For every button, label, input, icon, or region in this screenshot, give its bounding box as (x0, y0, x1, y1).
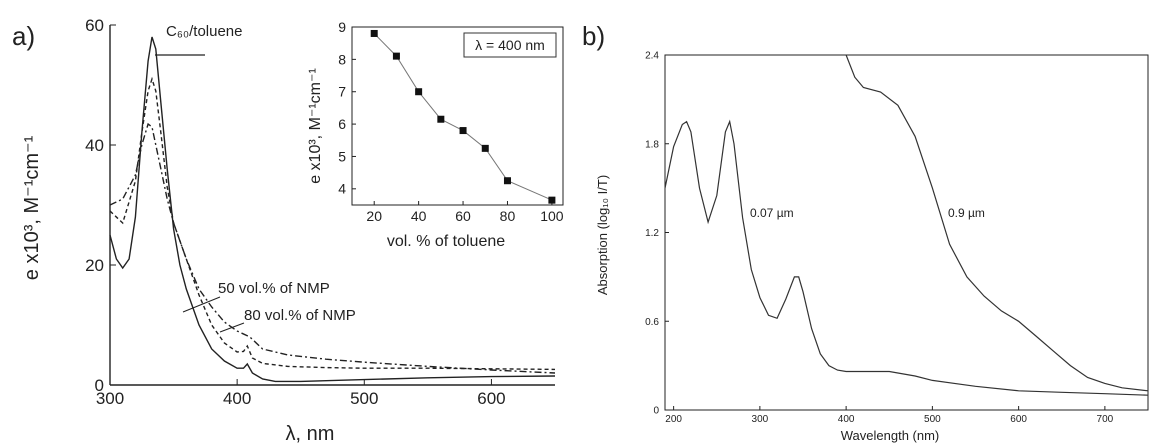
chart-b-series-line-1 (845, 54, 1149, 392)
chart-b-ylabel: Absorption (log₁₀ I/T) (595, 175, 610, 295)
chart-b-xtick-label: 600 (1010, 414, 1027, 425)
chart-b-xtick-label: 700 (1097, 414, 1114, 425)
chart-a: 300 400 500 600 0 20 40 60 (85, 16, 556, 408)
chart-a-inset-xtick-label: 20 (366, 208, 382, 224)
chart-a-inset-point (437, 115, 445, 123)
chart-b-ytick-label: 0 (653, 406, 659, 417)
chart-b-annotation-007: 0.07 µm (750, 206, 794, 220)
chart-a-series-line-2 (109, 122, 556, 374)
chart-b-ytick-label: 1.8 (645, 139, 659, 150)
chart-a-inset-xlabel: vol. % of toluene (387, 233, 505, 250)
chart-a-ytick-label: 20 (85, 256, 104, 275)
chart-a-xtick-label: 300 (96, 389, 124, 408)
chart-b-ytick-label: 1.2 (645, 228, 659, 239)
panel-a-label: a) (12, 21, 35, 51)
chart-a-inset-point (548, 196, 556, 204)
chart-a-inset-point (415, 88, 423, 96)
chart-b-xtick-label: 300 (752, 414, 769, 425)
chart-a-leader-80nmp (219, 322, 245, 333)
chart-a-inset-ytick-label: 7 (338, 84, 346, 100)
chart-a-ylabel: e x10³, M⁻¹cm⁻¹ (21, 135, 43, 280)
chart-a-xtick-label: 500 (350, 389, 378, 408)
chart-b-annotation-09: 0.9 µm (948, 206, 985, 220)
chart-a-inset-point (481, 144, 489, 152)
chart-a-annotation-c60: C₆₀/toluene (166, 23, 243, 40)
chart-a-inset-ytick-label: 5 (338, 148, 346, 164)
chart-b-frame (664, 54, 1149, 411)
chart-a-series-line-1 (109, 76, 556, 371)
chart-a-inset-ytick-label: 6 (338, 116, 346, 132)
chart-a-inset-ylabel: e x10³, M⁻¹cm⁻¹ (307, 68, 324, 184)
chart-a-inset-point (503, 177, 511, 185)
chart-a-inset-ytick-label: 9 (338, 19, 346, 35)
chart-a-xtick-label: 400 (223, 389, 251, 408)
chart-a-inset-legend-box (463, 32, 557, 58)
chart-a-inset-frame (351, 26, 564, 206)
chart-a-inset-point (370, 29, 378, 37)
chart-a-xlabel: λ, nm (286, 423, 335, 445)
chart-b-xtick-label: 500 (924, 414, 941, 425)
chart-a-ytick-label: 40 (85, 136, 104, 155)
chart-a-ytick-label: 0 (95, 376, 104, 395)
chart-a-inset: 20 40 60 80 100 4 5 6 7 8 9 (338, 19, 564, 224)
chart-b-xtick-label: 200 (665, 414, 682, 425)
chart-a-inset-series-line-0 (373, 33, 553, 201)
chart-a-series-line-0 (109, 36, 556, 383)
chart-b-xlabel: Wavelength (nm) (841, 428, 940, 443)
chart-a-inset-point (392, 52, 400, 60)
chart-a-inset-point (459, 127, 467, 135)
chart-a-inset-xtick-label: 40 (411, 208, 427, 224)
chart-b-xtick-label: 400 (838, 414, 855, 425)
chart-a-inset-legend: λ = 400 nm (475, 37, 545, 53)
panel-b-label: b) (582, 21, 605, 51)
chart-a-leader-50nmp (182, 296, 221, 313)
chart-a-xtick-label: 600 (477, 389, 505, 408)
chart-b-ytick-label: 2.4 (645, 51, 659, 62)
chart-a-inset-ytick-label: 8 (338, 51, 346, 67)
chart-a-inset-xtick-label: 60 (455, 208, 471, 224)
chart-a-annotation-80nmp: 80 vol.% of NMP (244, 307, 356, 324)
chart-a-annotation-50nmp: 50 vol.% of NMP (218, 280, 330, 297)
chart-b-ytick-label: 0.6 (645, 317, 659, 328)
chart-b: 200 300 400 500 600 700 0 0.6 1.2 1.8 2.4 (645, 51, 1149, 425)
chart-a-inset-xtick-label: 80 (500, 208, 516, 224)
chart-a-ytick-label: 60 (85, 16, 104, 35)
chart-a-inset-ytick-label: 4 (338, 181, 346, 197)
chart-b-series-line-0 (664, 119, 1149, 396)
chart-a-inset-xtick-label: 100 (540, 208, 564, 224)
